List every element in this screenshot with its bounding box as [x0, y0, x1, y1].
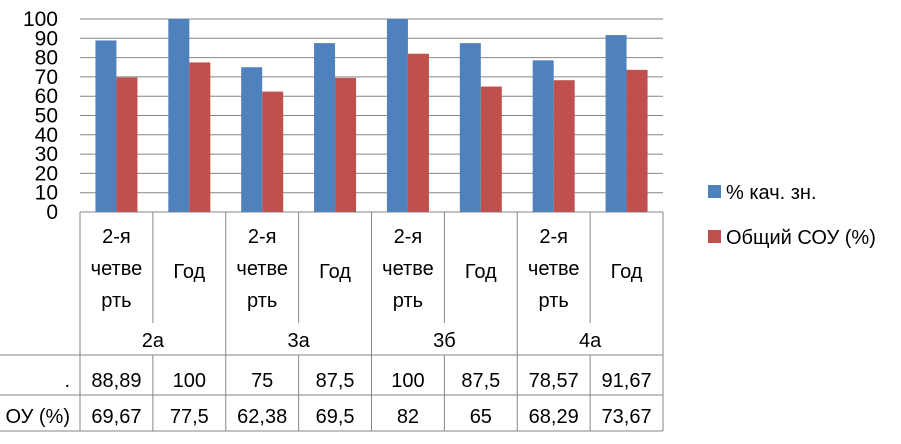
group-label: 3б: [433, 330, 456, 352]
category-label: 2-я: [248, 226, 277, 248]
y-tick-label: 10: [35, 182, 58, 205]
data-label: 100: [173, 370, 206, 392]
bar-quality: [241, 67, 263, 212]
category-label: четве: [91, 258, 143, 280]
group-label: 2а: [142, 330, 165, 352]
legend-label: Общий СОУ (%): [726, 227, 876, 249]
data-label: 68,29: [529, 406, 579, 428]
bar-sou: [116, 77, 138, 213]
y-tick-label: 40: [35, 124, 58, 147]
data-label: 69,67: [91, 406, 141, 428]
bar-quality: [532, 60, 554, 213]
bar-sou: [189, 62, 211, 212]
bar-sou: [407, 53, 429, 212]
data-label: 62,38: [237, 406, 287, 428]
category-label: рть: [101, 290, 131, 312]
data-label: 78,57: [529, 370, 579, 392]
y-tick-label: 30: [35, 143, 58, 166]
y-tick-label: 50: [35, 105, 58, 128]
category-label: 2-я: [102, 226, 131, 248]
category-label: Год: [173, 261, 205, 283]
category-label: Год: [611, 261, 643, 283]
bar-quality: [95, 40, 117, 213]
category-label: рть: [247, 290, 277, 312]
category-label: Год: [465, 261, 497, 283]
data-label: 88,89: [91, 370, 141, 392]
table-series-label: .: [64, 370, 70, 392]
category-label: 2-я: [394, 226, 423, 248]
category-label: рть: [393, 290, 423, 312]
bar-sou: [626, 69, 648, 213]
category-label: четве: [236, 258, 288, 280]
bar-quality: [605, 35, 627, 212]
category-label: рть: [539, 290, 569, 312]
bar-quality: [459, 43, 481, 212]
data-label: 73,67: [602, 406, 652, 428]
data-label: 82: [397, 406, 419, 428]
bar-quality: [168, 19, 190, 212]
data-label: 87,5: [316, 370, 355, 392]
bar-quality: [386, 19, 408, 212]
bar-quality: [314, 43, 336, 212]
bar-sou: [553, 80, 575, 212]
data-label: 87,5: [461, 370, 500, 392]
y-tick-label: 80: [35, 47, 58, 70]
data-label: 100: [391, 370, 424, 392]
data-label: 75: [251, 370, 273, 392]
category-label: 2-я: [539, 226, 568, 248]
y-tick-label: 100: [23, 8, 58, 31]
data-label: 91,67: [602, 370, 652, 392]
category-label: четве: [382, 258, 434, 280]
data-label: 77,5: [170, 406, 209, 428]
y-tick-label: 90: [35, 27, 58, 50]
bar-sou: [335, 77, 357, 213]
y-tick-label: 20: [35, 162, 58, 185]
legend-swatch: [708, 185, 721, 198]
bar-sou: [262, 91, 284, 212]
group-label: 3а: [288, 330, 311, 352]
y-tick-label: 70: [35, 66, 58, 89]
data-label: 65: [470, 406, 492, 428]
legend-label: % кач. зн.: [726, 182, 817, 204]
legend-swatch: [708, 230, 721, 243]
group-label: 4а: [579, 330, 602, 352]
table-series-label: ОУ (%): [6, 406, 70, 428]
y-tick-label: 0: [46, 201, 58, 224]
data-label: 69,5: [316, 406, 355, 428]
bar-sou: [480, 86, 502, 212]
category-label: Год: [319, 261, 351, 283]
category-label: четве: [528, 258, 580, 280]
y-tick-label: 60: [35, 85, 58, 108]
